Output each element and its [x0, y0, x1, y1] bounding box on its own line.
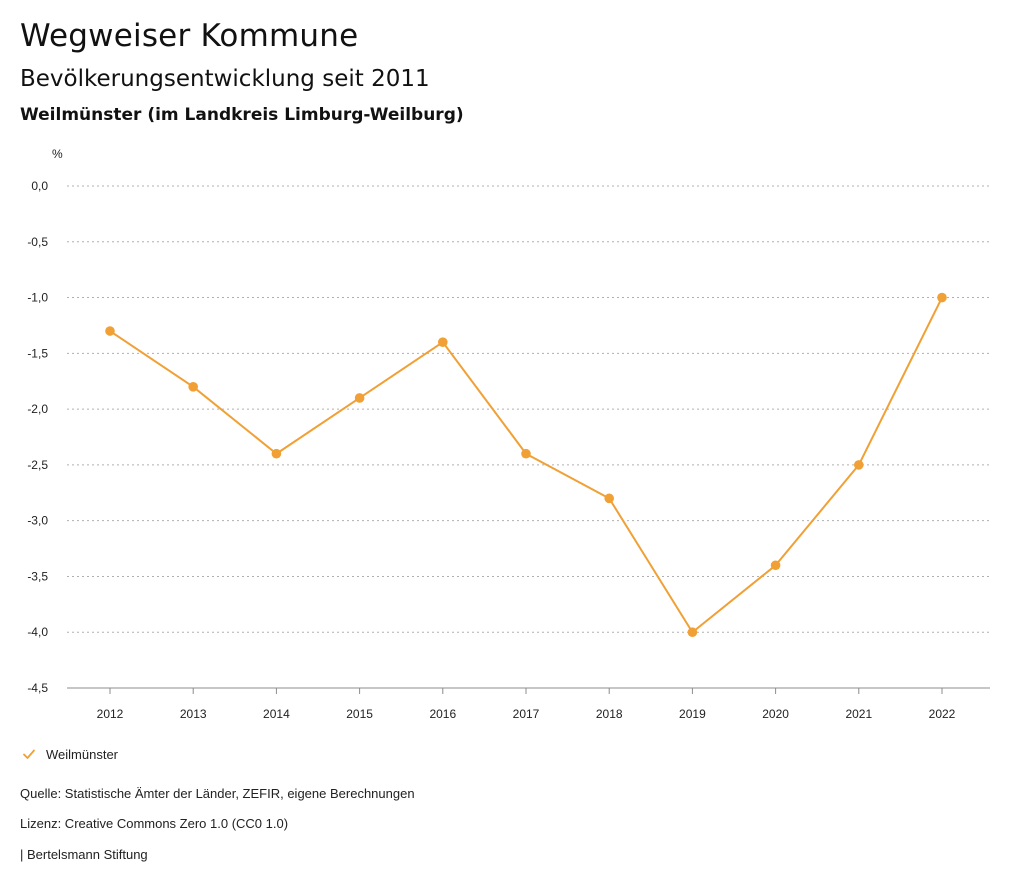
x-tick-label: 2017: [513, 707, 540, 721]
x-tick-label: 2018: [596, 707, 623, 721]
region-heading: Weilmünster (im Landkreis Limburg-Weilbu…: [20, 105, 464, 125]
checkmark-icon: [23, 749, 35, 759]
y-tick-label: -1,5: [27, 346, 48, 360]
y-tick-label: 0,0: [31, 179, 48, 193]
data-point: [354, 393, 365, 403]
source-note: Quelle: Statistische Ämter der Länder, Z…: [20, 786, 415, 801]
data-point: [188, 382, 198, 392]
x-tick-label: 2019: [679, 707, 706, 721]
data-point: [770, 560, 781, 571]
data-point: [854, 460, 864, 470]
x-tick-label: 2021: [845, 707, 872, 721]
y-tick-label: -4,5: [27, 681, 48, 695]
y-tick-label: -3,0: [27, 514, 48, 528]
x-tick-label: 2020: [762, 707, 789, 721]
chart-title: Wegweiser Kommune: [20, 18, 359, 54]
y-tick-label: -4,0: [27, 625, 48, 639]
data-point: [604, 493, 614, 504]
legend[interactable]: Weilmünster: [22, 744, 118, 764]
data-point: [271, 448, 282, 459]
license-note: Lizenz: Creative Commons Zero 1.0 (CC0 1…: [20, 816, 289, 831]
x-tick-label: 2016: [429, 707, 456, 721]
x-tick-label: 2015: [346, 707, 373, 721]
publisher-note: | Bertelsmann Stiftung: [20, 847, 148, 862]
y-tick-label: -3,5: [27, 569, 48, 583]
data-point: [521, 448, 531, 459]
x-tick-label: 2022: [929, 707, 956, 721]
data-point: [105, 326, 115, 336]
y-tick-label: -2,5: [27, 458, 48, 472]
y-tick-label: -2,0: [27, 402, 48, 416]
grid-lines: [67, 185, 990, 633]
legend-label: Weilmünster: [46, 746, 119, 762]
chart-subtitle: Bevölkerungsentwicklung seit 2011: [20, 66, 430, 92]
y-axis-unit: %: [52, 147, 63, 161]
data-point: [438, 337, 448, 347]
y-tick-label: -1,0: [27, 291, 48, 305]
series-weilmuenster: [105, 292, 947, 638]
x-tick-label: 2012: [97, 707, 124, 721]
x-tick-label: 2013: [180, 707, 207, 721]
data-point: [687, 627, 698, 638]
y-tick-label: -0,5: [27, 235, 48, 249]
axes: % 0,0 -0,5 -1,0 -1,5 -2,0 -2,5 -3,0 -3,5 -4,0 -4,5…: [27, 147, 990, 721]
x-tick-label: 2014: [263, 707, 290, 721]
data-point: [937, 292, 947, 303]
